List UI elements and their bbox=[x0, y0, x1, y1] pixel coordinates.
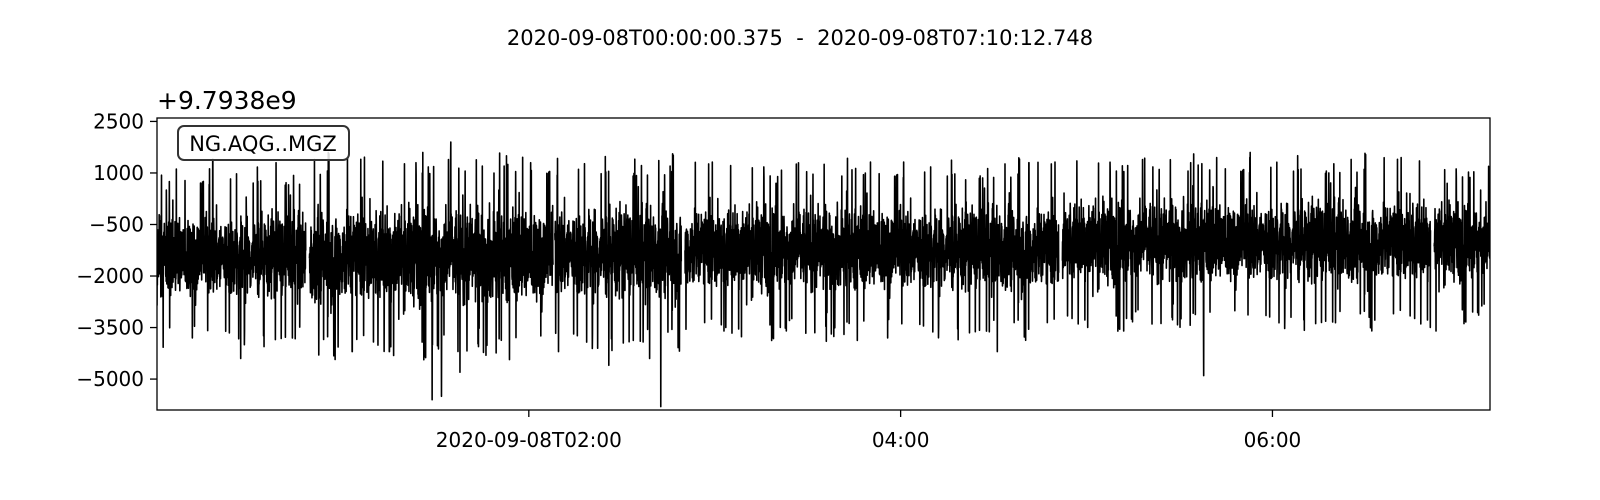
y-tick-label: −3500 bbox=[76, 316, 144, 340]
waveform-segment-4 bbox=[684, 157, 1060, 353]
page-title: 2020-09-08T00:00:00.375 - 2020-09-08T07:… bbox=[506, 26, 1094, 50]
trace-label: NG.AQG..MGZ bbox=[189, 132, 337, 156]
plot-frame bbox=[156, 117, 1491, 411]
trace-label-box: NG.AQG..MGZ bbox=[177, 125, 350, 161]
waveform-trace bbox=[157, 141, 1490, 408]
y-tick-label: 2500 bbox=[93, 109, 144, 133]
axes: 2500 1000 −500 −2000 −3500 −5000 2020-09-08T0… bbox=[76, 109, 1491, 452]
waveform-segment-2 bbox=[308, 141, 554, 401]
y-tick-label: −5000 bbox=[76, 367, 144, 391]
x-tick-label: 06:00 bbox=[1244, 428, 1302, 452]
waveform-segment-6 bbox=[1433, 165, 1490, 332]
x-tick-label: 04:00 bbox=[872, 428, 930, 452]
y-tick-label: −500 bbox=[89, 212, 144, 236]
waveform-segment-5 bbox=[1061, 151, 1432, 377]
waveform-segment-3 bbox=[554, 153, 683, 408]
y-offset-label: +9.7938e9 bbox=[157, 86, 297, 115]
x-axis-ticks: 2020-09-08T02:00 04:00 06:00 bbox=[436, 410, 1302, 452]
waveform-segment-1 bbox=[157, 158, 307, 360]
y-axis-ticks: 2500 1000 −500 −2000 −3500 −5000 bbox=[76, 109, 157, 391]
y-tick-label: 1000 bbox=[93, 161, 144, 185]
x-tick-label: 2020-09-08T02:00 bbox=[436, 428, 622, 452]
y-tick-label: −2000 bbox=[76, 264, 144, 288]
